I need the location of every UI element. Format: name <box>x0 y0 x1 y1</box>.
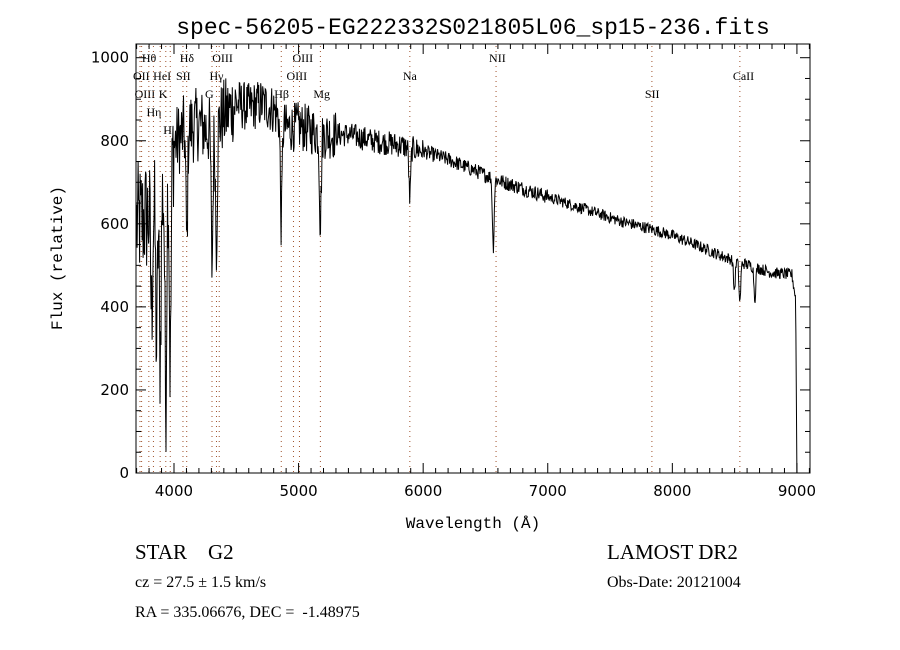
line-label: Hδ <box>180 51 195 65</box>
x-tick-label: 7000 <box>529 482 567 500</box>
line-label: Hη <box>146 105 161 119</box>
axis-ticks: 4000 5000 6000 7000 8000 9000 0 200 400 600 800 100… <box>91 44 816 500</box>
plot-frame <box>135 43 811 474</box>
x-tick-label: 5000 <box>279 482 317 500</box>
line-label: SII <box>176 69 191 83</box>
y-tick-label: 0 <box>119 464 129 482</box>
y-tick-label: 1000 <box>91 49 129 67</box>
line-label: HeI <box>153 69 171 83</box>
redshift-text: cz = 27.5 ± 1.5 km/s <box>135 574 267 591</box>
line-label: Hγ <box>209 69 224 83</box>
line-label: Hθ <box>142 51 157 65</box>
y-axis-label: Flux (relative) <box>49 186 67 330</box>
line-label: G <box>205 87 214 101</box>
x-tick-label: 9000 <box>778 482 816 500</box>
line-label: NII <box>489 51 506 65</box>
coordinates: RA = 335.06676, DEC = -1.48975 <box>135 604 360 621</box>
line-label: H <box>163 123 172 137</box>
y-tick-label: 800 <box>100 132 129 150</box>
line-label: Na <box>403 69 418 83</box>
x-tick-label: 8000 <box>653 482 691 500</box>
line-label: Hβ <box>274 87 289 101</box>
chart-title: spec-56205-EG222332S021805L06_sp15-236.f… <box>176 15 770 41</box>
line-label: K <box>159 87 168 101</box>
spectrum-line <box>136 78 798 474</box>
x-axis-label: Wavelength (Å) <box>406 515 540 533</box>
y-tick-label: 600 <box>100 215 129 233</box>
x-tick-label: 4000 <box>155 482 193 500</box>
line-label: SII <box>645 87 660 101</box>
survey-name: LAMOST DR2 <box>607 540 738 564</box>
obs-date: Obs-Date: 20121004 <box>607 574 741 591</box>
x-tick-label: 6000 <box>404 482 442 500</box>
object-class: STAR G2 <box>135 540 234 564</box>
line-label: OIII <box>135 87 156 101</box>
line-label: CaII <box>733 69 754 83</box>
y-tick-label: 200 <box>100 381 129 399</box>
y-tick-label: 400 <box>100 298 129 316</box>
line-label: OIII <box>286 69 307 83</box>
line-label: Mg <box>313 87 330 101</box>
line-label: OIII <box>212 51 233 65</box>
line-label: OIII <box>292 51 313 65</box>
